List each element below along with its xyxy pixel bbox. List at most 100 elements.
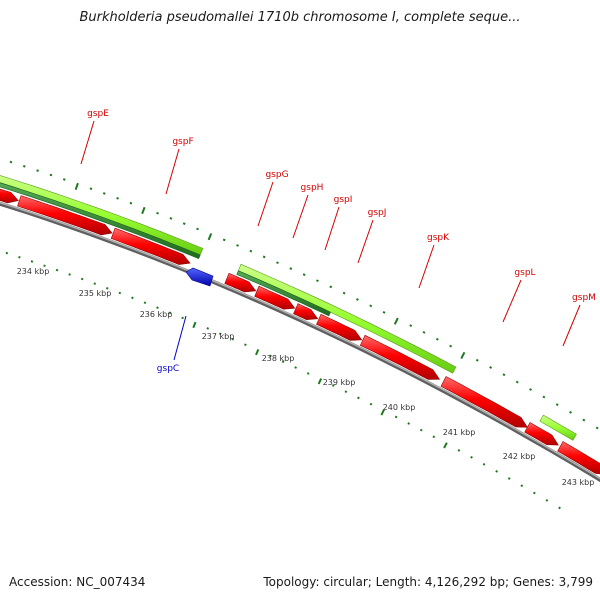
gene-label-gspj: gspJ <box>368 208 387 218</box>
ruler-minor-tick <box>316 279 319 283</box>
ruler-minor-tick <box>369 402 373 406</box>
ruler-minor-tick <box>475 358 479 362</box>
ruler-minor-tick <box>306 372 310 375</box>
feature-band-dark <box>236 270 331 317</box>
kbp-label: 234 kbp <box>17 267 50 276</box>
ruler-minor-tick <box>5 251 9 255</box>
ruler-minor-tick <box>331 384 335 387</box>
cds-arrow <box>17 195 113 236</box>
cds-arrow <box>316 313 363 341</box>
gene-leader-line <box>502 279 522 323</box>
feature-band-light <box>539 414 577 441</box>
gene-label-gspe: gspE <box>87 109 109 119</box>
ruler-minor-tick <box>532 491 536 495</box>
ruler-minor-tick <box>62 178 66 181</box>
ruler-minor-tick <box>222 238 226 242</box>
ruler-minor-tick <box>495 470 499 473</box>
ruler-minor-tick <box>169 217 173 220</box>
gene-leader-line <box>257 181 274 227</box>
gene-label-gsph: gspH <box>301 183 324 193</box>
ruler-minor-tick <box>342 291 346 295</box>
ruler-minor-tick <box>118 291 122 295</box>
gene-label-gspf: gspF <box>172 137 193 147</box>
gene-label-gspc: gspC <box>157 364 179 374</box>
ruler-major-tick <box>192 321 197 329</box>
ruler-minor-tick <box>489 366 493 369</box>
ruler-minor-tick <box>382 310 386 314</box>
ruler-minor-tick <box>181 316 184 320</box>
ruler-minor-tick <box>329 285 333 289</box>
ruler-minor-tick <box>276 261 279 265</box>
gene-label-gspk: gspK <box>427 233 450 243</box>
ruler-minor-tick <box>218 332 222 336</box>
ruler-minor-tick <box>182 222 186 225</box>
ruler-minor-tick <box>43 264 46 267</box>
ruler-minor-tick <box>269 354 272 358</box>
ruler-minor-tick <box>357 396 360 400</box>
ruler-minor-tick <box>545 499 549 502</box>
ruler-minor-tick <box>582 418 586 422</box>
ruler-minor-tick <box>22 164 26 168</box>
ruler-minor-tick <box>419 428 423 432</box>
ruler-minor-tick <box>156 306 159 310</box>
ruler-minor-tick <box>262 255 266 259</box>
gene-label-gspl: gspL <box>514 268 535 278</box>
cds-arrow <box>0 188 19 204</box>
ruler-minor-tick <box>102 192 106 195</box>
ruler-minor-tick <box>422 331 426 334</box>
ruler-minor-tick <box>281 360 285 364</box>
cds-arrow <box>524 422 559 446</box>
kbp-label: 235 kbp <box>79 289 112 298</box>
accession-text: Accession: NC_007434 <box>9 575 146 589</box>
kbp-label: 236 kbp <box>140 310 173 319</box>
backbone-line <box>0 201 600 483</box>
ruler-minor-tick <box>129 201 133 205</box>
ruler-minor-tick <box>68 273 71 276</box>
ruler-minor-tick <box>409 324 413 328</box>
ruler-minor-tick <box>569 410 572 414</box>
kbp-label: 241 kbp <box>443 428 476 437</box>
ruler-major-tick <box>207 233 213 241</box>
gene-leader-line <box>562 304 581 347</box>
map-title: Burkholderia pseudomallei 1710b chromoso… <box>79 10 521 25</box>
ruler-minor-tick <box>558 506 561 510</box>
ruler-minor-tick <box>302 273 306 276</box>
ruler-major-tick <box>380 409 385 416</box>
ruler-minor-tick <box>449 344 453 348</box>
ruler-minor-tick <box>9 160 13 164</box>
ruler-minor-tick <box>355 298 359 301</box>
cds-arrow-minus <box>185 267 214 287</box>
ruler-major-tick <box>460 351 466 359</box>
cds-arrow <box>293 303 319 321</box>
ruler-minor-tick <box>30 260 34 263</box>
ruler-major-tick <box>317 378 323 385</box>
ruler-minor-tick <box>529 388 533 391</box>
feature-band-dark <box>0 182 201 259</box>
ruler-minor-tick <box>369 304 373 308</box>
gene-label-gspi: gspI <box>334 195 353 205</box>
cds-arrow <box>224 272 257 293</box>
gene-leader-line <box>418 244 435 289</box>
ruler-minor-tick <box>105 286 109 290</box>
ruler-minor-tick <box>595 426 599 430</box>
cds-arrow <box>557 441 600 475</box>
ruler-minor-tick <box>542 395 546 399</box>
sequence-stats-text: Topology: circular; Length: 4,126,292 bp… <box>263 575 593 589</box>
ruler-minor-tick <box>249 249 253 253</box>
gene-label-gspg: gspG <box>265 170 288 180</box>
ruler-minor-tick <box>236 244 239 247</box>
ruler-minor-tick <box>80 277 84 281</box>
ruler-minor-tick <box>344 390 348 393</box>
ruler-minor-tick <box>49 173 53 177</box>
ruler-minor-tick <box>457 449 461 452</box>
gene-leader-line <box>324 206 340 251</box>
ruler-minor-tick <box>206 327 210 330</box>
backbone-highlight <box>0 201 600 480</box>
ruler-major-tick <box>393 317 399 325</box>
cds-arrow <box>440 376 528 428</box>
ruler-minor-tick <box>168 311 172 315</box>
ruler-minor-tick <box>231 337 235 341</box>
cds-arrow <box>254 285 296 310</box>
gene-leader-line <box>292 194 309 239</box>
